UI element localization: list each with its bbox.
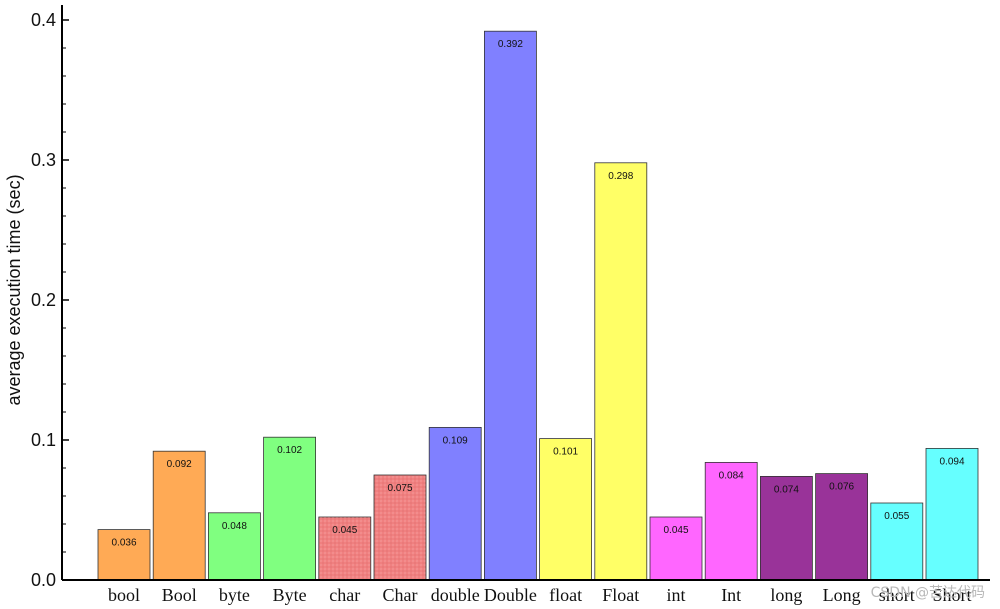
x-category-label: byte (219, 585, 250, 605)
bar-value-label: 0.101 (553, 447, 578, 458)
category-labels: bool Bool byte Byte char Char double Double floa… (108, 585, 972, 605)
bar-Bool (152, 450, 206, 581)
bar-double (428, 426, 482, 581)
x-category-label: char (329, 585, 360, 605)
bar-int (649, 516, 703, 581)
bar-value-label: 0.076 (829, 482, 854, 493)
bar-value-label: 0.045 (663, 525, 688, 536)
x-category-label: Byte (273, 585, 307, 605)
bar-value-label: 0.109 (443, 435, 468, 446)
bar-value-label: 0.094 (939, 456, 964, 467)
x-category-label: double (431, 585, 480, 605)
bars: 0.036 0.092 0.048 0.102 0.045 0.075 0.109 0.392… (97, 30, 979, 581)
bar-value-label: 0.055 (884, 511, 909, 522)
bar-Long (815, 473, 868, 581)
bar-byte (207, 512, 261, 581)
bar-value-label: 0.074 (774, 484, 799, 495)
bar-value-label: 0.084 (719, 470, 744, 481)
x-category-label: Short (932, 585, 971, 605)
bar-float (539, 438, 592, 581)
bar-value-label: 0.392 (498, 39, 523, 50)
y-tick-label: 0.4 (31, 10, 56, 30)
y-tick-label: 0.1 (31, 430, 56, 450)
bar-value-label: 0.102 (277, 445, 302, 456)
bar-value-label: 0.298 (608, 171, 633, 182)
bar-Double (483, 30, 537, 581)
x-category-label: Int (721, 585, 741, 605)
bar-short (870, 502, 924, 581)
bar-bool (97, 529, 151, 581)
bar-value-label: 0.075 (387, 483, 412, 494)
y-axis-ticks: 0.0 0.1 0.2 0.3 0.4 (31, 10, 69, 590)
x-category-label: float (549, 585, 582, 605)
y-axis-title: average execution time (sec) (4, 174, 24, 405)
y-tick-label: 0.0 (31, 570, 56, 590)
x-category-label: Long (823, 585, 861, 605)
watermark-text: CSDN @苦达代码 (871, 585, 985, 601)
bar-value-label: 0.092 (167, 459, 192, 470)
x-category-label: bool (108, 585, 140, 605)
bar-texture-char (318, 517, 371, 580)
bar-Float (594, 162, 648, 581)
y-tick-label: 0.3 (31, 150, 56, 170)
y-tick-label: 0.2 (31, 290, 56, 310)
bar-Byte (263, 436, 317, 581)
bar-Short (925, 447, 979, 581)
bar-texture-Char (374, 475, 426, 580)
x-category-label: int (666, 585, 685, 605)
bar-value-label: 0.036 (111, 538, 136, 549)
bar-Int (704, 461, 758, 581)
x-category-label: Double (484, 585, 537, 605)
bar-value-label: 0.045 (332, 525, 357, 536)
x-category-label: Bool (162, 585, 197, 605)
x-category-label: Char (383, 585, 418, 605)
x-category-label: Float (602, 585, 639, 605)
x-category-label: long (770, 585, 802, 605)
bar-value-label: 0.048 (222, 521, 247, 532)
x-category-label: short (879, 585, 915, 605)
bar-long (760, 475, 813, 581)
